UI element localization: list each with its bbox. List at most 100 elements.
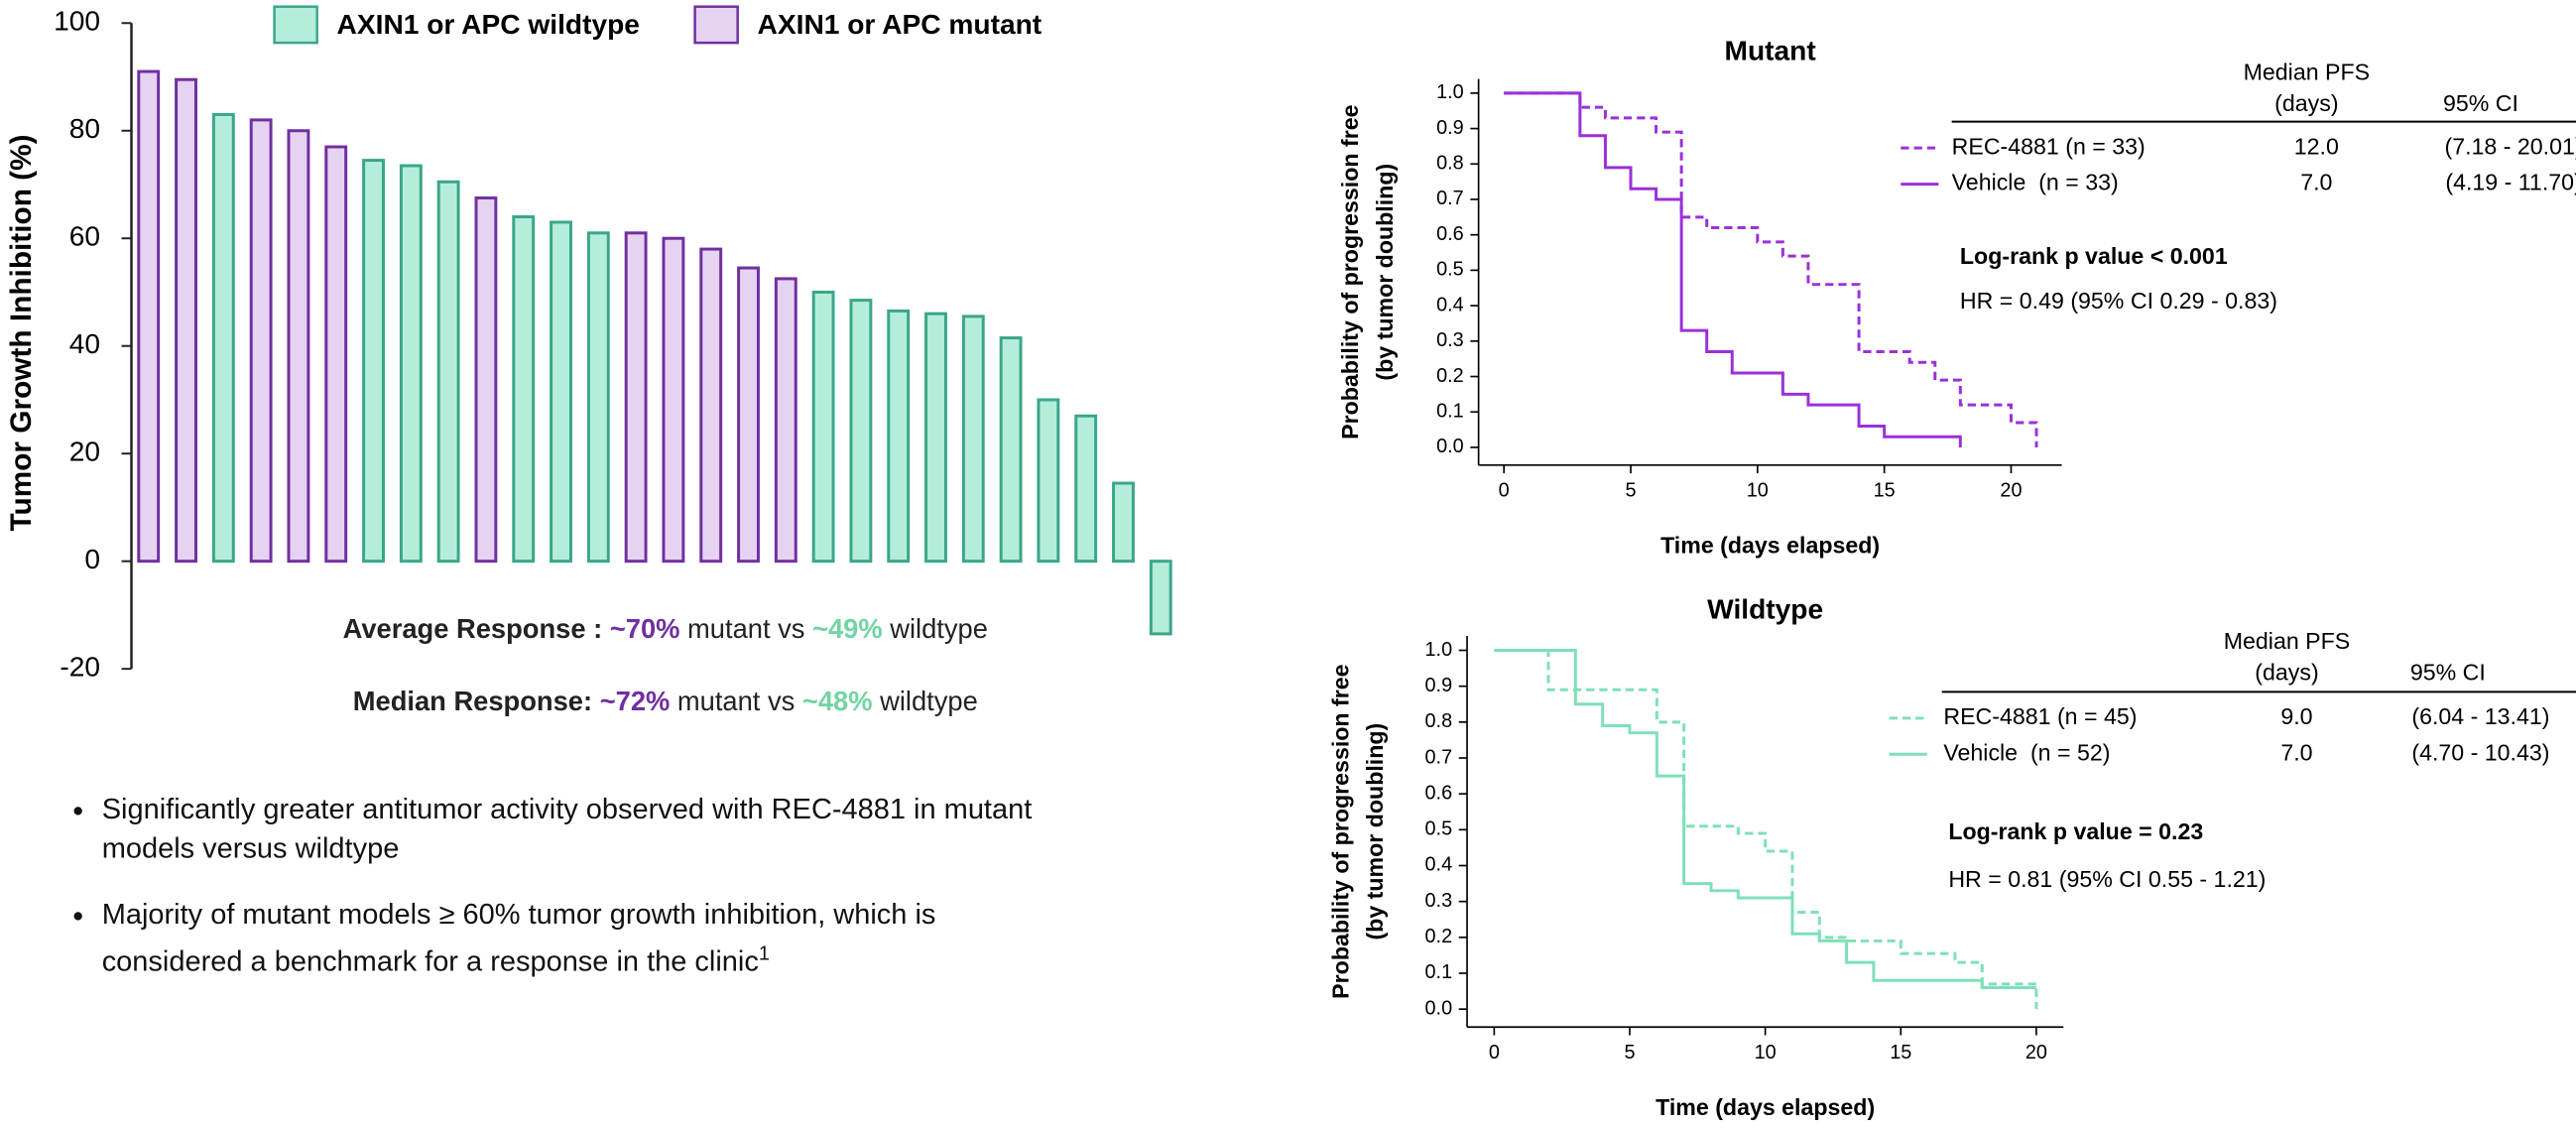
y-tick-label: 0.8 (1436, 153, 1464, 175)
y-tick-label: 0 (84, 544, 100, 574)
y-axis-label: Probability of progression free (1327, 664, 1353, 998)
y-tick-label: 0.4 (1425, 854, 1453, 876)
bar (961, 314, 985, 564)
y-axis-label: (by tumor doubling) (1372, 164, 1398, 381)
annotation-part: ~49% (812, 613, 883, 644)
table-cell: 7.0 (2280, 739, 2312, 765)
table-header: (days) (2274, 90, 2338, 116)
legend-label: AXIN1 or APC wildtype (337, 9, 640, 40)
annotation: Median Response: ~72% mutant vs ~48% wil… (353, 686, 978, 716)
y-tick-label: 0.3 (1425, 890, 1453, 912)
annotation-part: wildtype (873, 686, 978, 716)
y-tick-label: 100 (54, 6, 100, 37)
bar (474, 196, 498, 564)
y-tick-label: 0.0 (1425, 997, 1453, 1019)
y-tick-label: 0.1 (1425, 961, 1453, 983)
table-cell: (6.04 - 13.41) (2411, 703, 2549, 729)
y-tick-label: 40 (69, 328, 100, 359)
table-cell: 9.0 (2280, 703, 2312, 729)
bar (1112, 481, 1135, 564)
bar (887, 309, 911, 564)
x-tick-label: 10 (1747, 480, 1769, 502)
stat-text: Log-rank p value < 0.001 (1960, 243, 2228, 269)
chart-title: Mutant (1725, 36, 1817, 66)
y-tick-label: 0.2 (1436, 365, 1464, 387)
bullet-list: Significantly greater antitumor activity… (50, 789, 1068, 980)
annotation-part: mutant vs (670, 686, 802, 716)
y-tick-label: 0.6 (1425, 782, 1453, 804)
survival-line (1504, 91, 2038, 447)
y-tick-label: 0.0 (1436, 436, 1464, 457)
bar (399, 164, 423, 564)
bar (737, 266, 760, 564)
y-tick-label: 0.3 (1436, 329, 1464, 351)
legend-label: Vehicle (n = 52) (1943, 739, 2110, 765)
legend-swatch (693, 5, 739, 45)
bar (1074, 414, 1098, 564)
bar (175, 77, 197, 564)
legend-swatch (273, 5, 318, 45)
bar (849, 299, 873, 564)
annotation-part: ~70% (610, 613, 680, 644)
x-tick-label: 20 (2025, 1042, 2047, 1064)
annotation: Average Response : ~70% mutant vs ~49% w… (343, 613, 988, 644)
bar (324, 145, 348, 564)
bar (249, 118, 273, 564)
bar (699, 247, 723, 564)
x-tick-label: 15 (1874, 480, 1896, 502)
y-tick-label: 20 (69, 437, 100, 467)
bar (1037, 398, 1060, 564)
chart-title: Wildtype (1707, 594, 1823, 625)
bar (924, 312, 947, 564)
annotation-part: Average Response : (343, 613, 610, 644)
x-tick-label: 0 (1499, 480, 1510, 502)
survival-line (1494, 649, 2036, 989)
y-tick-label: 0.9 (1425, 675, 1453, 696)
table-cell: (4.70 - 10.43) (2411, 739, 2549, 765)
y-tick-label: 0.9 (1436, 117, 1464, 139)
y-tick-label: -20 (60, 652, 100, 683)
y-tick-label: 80 (69, 113, 100, 144)
y-tick-label: 0.7 (1436, 188, 1464, 209)
x-axis-label: Time (days elapsed) (1656, 1094, 1875, 1120)
table-header: 95% CI (2443, 90, 2518, 116)
y-tick-label: 0.6 (1436, 223, 1464, 245)
bar (512, 215, 536, 564)
bar (436, 180, 460, 564)
survival-line (1504, 91, 1962, 447)
bar (999, 336, 1023, 564)
x-axis-label: Time (days elapsed) (1660, 533, 1880, 559)
bar (211, 112, 235, 564)
bullet-text: Significantly greater antitumor activity… (101, 792, 1033, 865)
x-tick-label: 5 (1624, 1042, 1635, 1064)
stat-text: HR = 0.49 (95% CI 0.29 - 0.83) (1960, 288, 2277, 314)
annotation-part: ~48% (802, 686, 873, 716)
bar (362, 159, 385, 564)
bar (774, 277, 797, 564)
x-tick-label: 15 (1890, 1042, 1911, 1064)
footnote-mark: 1 (758, 941, 770, 965)
y-tick-label: 0.5 (1436, 259, 1464, 281)
legend-label: REC-4881 (n = 33) (1952, 133, 2146, 159)
table-header: (days) (2255, 659, 2318, 685)
table-cell: 12.0 (2294, 133, 2339, 159)
y-tick-label: 0.8 (1425, 710, 1453, 732)
annotation-part: ~72% (600, 686, 671, 716)
notes: Significantly greater antitumor activity… (50, 789, 1068, 980)
y-tick-label: 0.1 (1436, 400, 1464, 422)
x-tick-label: 0 (1489, 1042, 1500, 1064)
y-tick-label: 1.0 (1425, 639, 1453, 661)
bar (811, 290, 835, 564)
bar (624, 231, 648, 564)
stat-text: HR = 0.81 (95% CI 0.55 - 1.21) (1948, 866, 2266, 892)
legend-label: AXIN1 or APC mutant (758, 9, 1043, 40)
legend-label: REC-4881 (n = 45) (1943, 703, 2137, 729)
y-tick-label: 0.5 (1425, 818, 1453, 840)
y-axis-label: Tumor Growth Inhibition (%) (5, 134, 38, 531)
table-header: Median PFS (2244, 60, 2371, 85)
y-tick-label: 0.7 (1425, 746, 1453, 768)
annotation-part: wildtype (883, 613, 988, 644)
x-tick-label: 20 (2000, 480, 2022, 502)
